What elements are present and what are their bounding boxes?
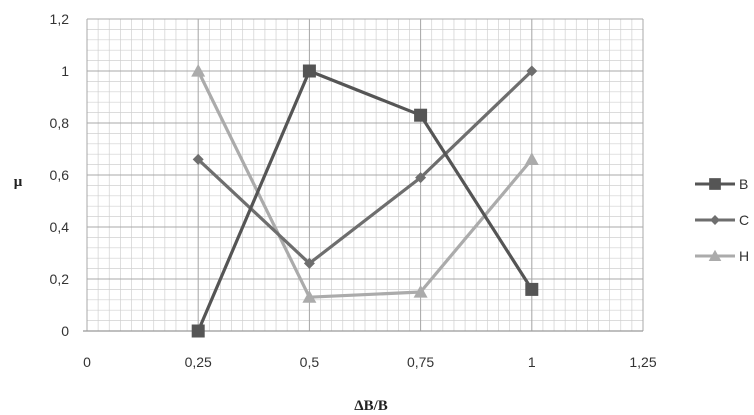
x-tick-label: 0 xyxy=(83,354,91,370)
y-tick-label: 0,8 xyxy=(50,115,70,131)
data-point xyxy=(526,65,538,77)
data-point xyxy=(524,152,539,165)
data-point xyxy=(525,282,539,296)
data-point xyxy=(709,178,721,190)
x-tick-label: 0,5 xyxy=(300,354,320,370)
legend-label: B xyxy=(739,176,748,192)
data-point xyxy=(708,249,722,262)
series-line-b xyxy=(196,69,534,332)
x-tick-label: 1,25 xyxy=(629,354,656,370)
y-tick-label: 0 xyxy=(61,323,69,339)
data-point xyxy=(303,257,315,269)
y-tick-label: 0,6 xyxy=(50,167,70,183)
x-tick-label: 1 xyxy=(528,354,536,370)
legend-item-b: B xyxy=(695,176,748,192)
y-axis-title: μ xyxy=(14,174,23,190)
series-h xyxy=(191,64,539,303)
legend-item-c: C xyxy=(695,212,749,228)
x-tick-labels: 0 0,25 0,5 0,75 1 1,25 xyxy=(83,354,657,370)
y-tick-label: 0,2 xyxy=(50,271,70,287)
x-tick-label: 0,25 xyxy=(185,354,212,370)
x-tick-label: 0,75 xyxy=(407,354,434,370)
data-point xyxy=(192,153,204,165)
series-line-c xyxy=(197,69,533,265)
data-point xyxy=(415,172,427,184)
series-c xyxy=(192,65,538,269)
y-tick-labels: 0 0,2 0,4 0,6 0,8 1 1,2 xyxy=(50,11,70,339)
series-layer xyxy=(191,64,539,338)
data-point xyxy=(302,290,317,303)
series-b xyxy=(191,64,539,338)
legend-label: C xyxy=(739,212,749,228)
legend-item-h: H xyxy=(695,248,749,264)
x-axis-title: ΔB/B xyxy=(354,398,388,414)
data-point xyxy=(710,215,720,225)
data-point xyxy=(191,64,206,77)
data-point xyxy=(414,108,428,122)
y-tick-label: 1 xyxy=(61,63,69,79)
y-tick-label: 0,4 xyxy=(50,219,70,235)
y-tick-label: 1,2 xyxy=(50,11,70,27)
data-point xyxy=(191,324,205,338)
data-point xyxy=(413,285,428,298)
legend-label: H xyxy=(739,248,749,264)
series-line-h xyxy=(196,70,534,299)
legend: B C H xyxy=(695,176,749,264)
data-point xyxy=(302,64,316,78)
